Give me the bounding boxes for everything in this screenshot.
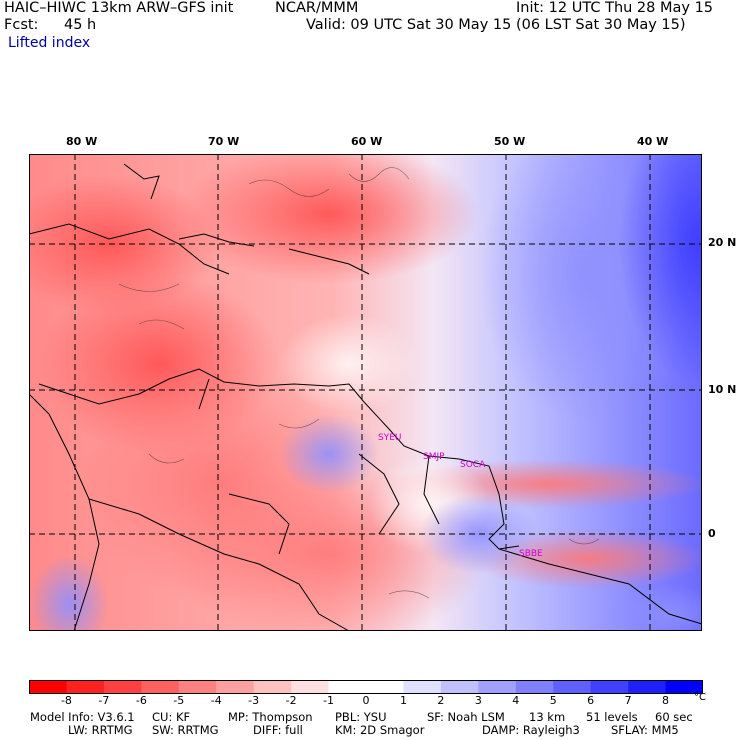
station-soca: SOCA <box>460 460 486 470</box>
colorbar-swatch <box>328 680 367 694</box>
colorbar-tick-label: 8 <box>662 694 670 707</box>
lon-label-40w: 40 W <box>637 135 669 148</box>
colorbar-swatch <box>291 680 330 694</box>
colorbar-swatch <box>178 680 217 694</box>
colorbar-tick-label: -7 <box>98 694 110 707</box>
colorbar-tick-label: -8 <box>60 694 72 707</box>
colorbar-swatch <box>66 680 105 694</box>
colorbar-swatch <box>141 680 180 694</box>
info-diff: DIFF: full <box>253 723 303 737</box>
colorbar-tick-label: 3 <box>474 694 482 707</box>
colorbar-tick-label: 1 <box>399 694 407 707</box>
colorbar-swatch <box>478 680 517 694</box>
lon-label-70w: 70 W <box>208 135 240 148</box>
org-label: NCAR/MMM <box>275 0 359 16</box>
colorbar-tick-label: 2 <box>437 694 445 707</box>
info-damp: DAMP: Rayleigh3 <box>482 723 580 737</box>
lat-label-10n: 10 N <box>708 383 737 396</box>
lon-label-60w: 60 W <box>351 135 383 148</box>
info-km: KM: 2D Smagor <box>335 723 425 737</box>
colorbar-tick-label: 7 <box>624 694 632 707</box>
colorbar-tick-label: -3 <box>248 694 260 707</box>
field-name: Lifted index <box>8 35 91 51</box>
colorbar-swatch <box>553 680 592 694</box>
station-sbbe: SBBE <box>519 549 543 559</box>
colorbar-tick-label: 4 <box>512 694 520 707</box>
colorbar-tick-label: -5 <box>173 694 185 707</box>
colorbar-swatch <box>628 680 667 694</box>
colorbar-swatch <box>515 680 554 694</box>
forecast-label: Fcst: <box>4 17 39 33</box>
colorbar <box>29 680 703 694</box>
station-smjp: SMJP <box>423 452 445 462</box>
info-sw: SW: RRTMG <box>152 723 219 737</box>
forecast-hour: 45 h <box>64 17 97 33</box>
colorbar-swatch <box>440 680 479 694</box>
init-time: Init: 12 UTC Thu 28 May 15 <box>516 0 714 16</box>
colorbar-swatch <box>29 680 67 694</box>
info-sflay: SFLAY: MM5 <box>611 723 679 737</box>
colorbar-swatch <box>253 680 292 694</box>
info-mp: MP: Thompson <box>228 710 313 724</box>
map-frame <box>29 154 702 631</box>
colorbar-swatch <box>103 680 142 694</box>
info-pbl: PBL: YSU <box>335 710 387 724</box>
colorbar-tick-label: -2 <box>285 694 297 707</box>
station-syeu: SYEU <box>378 433 402 443</box>
colorbar-tick-label: 6 <box>587 694 595 707</box>
colorbar-tick-label: -1 <box>323 694 335 707</box>
info-levels: 51 levels <box>586 710 638 724</box>
lat-label-20n: 20 N <box>708 236 737 249</box>
colorbar-tick-label: 0 <box>362 694 370 707</box>
info-timestep: 60 sec <box>655 710 693 724</box>
colorbar-tick-label: 5 <box>549 694 557 707</box>
colorbar-swatch <box>403 680 442 694</box>
lat-label-equator: 0 <box>708 527 716 540</box>
lon-label-80w: 80 W <box>66 135 98 148</box>
info-version: Model Info: V3.6.1 <box>30 710 135 724</box>
colorbar-unit: °C <box>694 692 706 703</box>
colorbar-swatch <box>665 680 703 694</box>
colorbar-tick-label: -6 <box>135 694 147 707</box>
coastlines <box>29 163 702 631</box>
info-cu: CU: KF <box>152 710 191 724</box>
colorbar-swatch <box>366 680 404 694</box>
valid-time: Valid: 09 UTC Sat 30 May 15 (06 LST Sat … <box>306 17 686 33</box>
colorbar-tick-label: -4 <box>210 694 222 707</box>
lifted-index-map <box>29 154 702 631</box>
info-sf: SF: Noah LSM <box>427 710 505 724</box>
info-lw: LW: RRTMG <box>68 723 133 737</box>
info-resolution: 13 km <box>529 710 566 724</box>
colorbar-swatch <box>590 680 629 694</box>
model-title: HAIC–HIWC 13km ARW–GFS init <box>4 0 234 16</box>
colorbar-swatch <box>216 680 255 694</box>
lon-label-50w: 50 W <box>494 135 526 148</box>
latlon-grid <box>29 154 702 631</box>
